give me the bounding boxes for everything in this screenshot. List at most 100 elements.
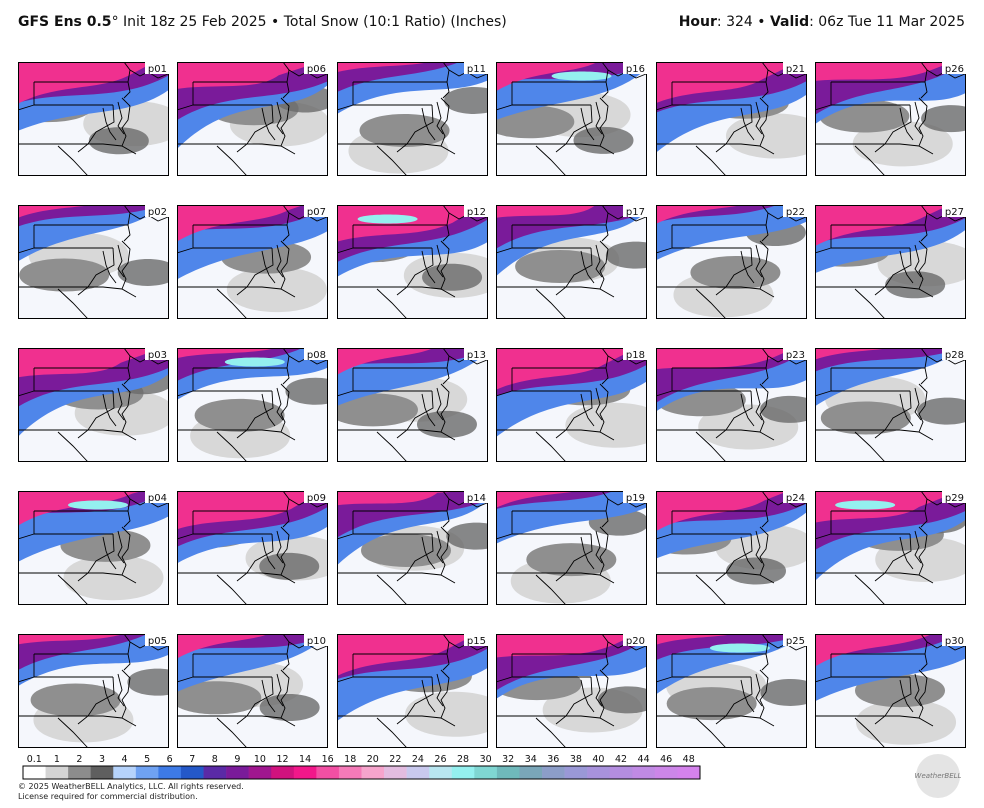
- colorbar-tick-label: 16: [322, 754, 334, 765]
- state-line: [496, 676, 513, 683]
- panel-frame: [815, 634, 966, 748]
- light-snow: [259, 694, 320, 722]
- state-line: [436, 530, 444, 564]
- heavy-snow: [496, 205, 647, 249]
- state-line: [353, 367, 450, 385]
- very-heavy-snow: [337, 491, 469, 506]
- extreme-snow: [835, 500, 896, 510]
- state-line: [18, 429, 137, 441]
- member-label-bg: [942, 348, 966, 360]
- light-snow: [359, 113, 450, 147]
- panel-frame: [18, 348, 169, 462]
- panel-frame: [177, 491, 328, 605]
- panel-frame: [815, 62, 966, 176]
- member-label: p07: [307, 207, 326, 218]
- member-label-bg: [304, 348, 328, 360]
- state-line: [918, 669, 928, 719]
- state-line: [854, 574, 886, 605]
- state-line: [899, 536, 914, 570]
- panel: p01: [18, 62, 169, 176]
- state-line: [436, 387, 444, 421]
- light-snow: [88, 127, 149, 155]
- state-line: [421, 250, 436, 284]
- light-snow: [526, 543, 617, 577]
- state-line: [34, 224, 131, 242]
- very-heavy-snow: [177, 348, 300, 359]
- state-line: [436, 101, 444, 135]
- state-line: [695, 288, 727, 319]
- colorbar-tick-label: 2: [76, 754, 82, 765]
- state-line: [914, 387, 922, 421]
- panel-frame: [18, 491, 169, 605]
- member-label-bg: [942, 62, 966, 74]
- panel-frame: [177, 205, 328, 319]
- heavy-snow: [656, 634, 807, 661]
- state-line: [695, 431, 727, 462]
- state-line: [261, 679, 276, 713]
- panel-frame: [337, 205, 488, 319]
- member-label-bg: [783, 491, 807, 503]
- light-snow: [921, 105, 966, 133]
- state-line: [337, 715, 456, 727]
- light-snow: [259, 552, 320, 580]
- state-line: [920, 348, 928, 369]
- colorbar-tick-label: 26: [434, 754, 446, 765]
- state-line: [535, 574, 567, 605]
- member-label-bg: [304, 62, 328, 74]
- state-line: [421, 107, 436, 141]
- panel: p07: [177, 205, 328, 319]
- colorbar-cell: [587, 766, 611, 779]
- colorbar-cell: [338, 766, 362, 779]
- panel: p16: [496, 62, 647, 176]
- state-line: [121, 383, 131, 433]
- panel: p25: [656, 634, 807, 748]
- state-line: [815, 390, 832, 397]
- panel-frame: [337, 491, 488, 605]
- state-line: [761, 634, 769, 655]
- light-snow: [405, 691, 488, 737]
- valid-label: Valid: [770, 14, 809, 30]
- state-line: [236, 247, 274, 296]
- colorbar-tick-label: 1: [54, 754, 60, 765]
- state-line: [815, 533, 832, 540]
- state-line: [442, 634, 450, 655]
- panel-frame: [177, 62, 328, 176]
- state-line: [177, 286, 296, 298]
- member-label: p25: [786, 636, 805, 647]
- state-line: [512, 224, 609, 242]
- state-line: [759, 97, 769, 147]
- state-line: [656, 429, 775, 441]
- state-line: [920, 205, 928, 226]
- state-line: [580, 250, 595, 284]
- panel: p12: [337, 205, 488, 319]
- state-line: [121, 669, 131, 719]
- panel: p11: [337, 62, 488, 176]
- very-heavy-snow: [177, 205, 304, 242]
- light-snow: [194, 398, 285, 432]
- colorbar-tick-label: 32: [502, 754, 514, 765]
- state-line: [177, 247, 194, 254]
- state-line: [282, 634, 290, 655]
- valid-value: : 06z Tue 11 Mar 2025: [809, 14, 965, 30]
- colorbar-cell: [677, 766, 701, 779]
- state-line: [261, 250, 276, 284]
- colorbar-tick-label: 3: [99, 754, 105, 765]
- state-line: [715, 390, 753, 439]
- colorbar-tick-label: 5: [144, 754, 150, 765]
- state-line: [599, 383, 609, 433]
- colorbar-cell: [158, 766, 182, 779]
- state-line: [353, 510, 450, 528]
- state-line: [815, 715, 934, 727]
- state-line: [440, 383, 450, 433]
- state-line: [920, 634, 928, 655]
- state-line: [236, 104, 274, 153]
- light-snow: [19, 258, 110, 292]
- state-line: [421, 393, 436, 427]
- member-label: p15: [467, 636, 486, 647]
- colorbar-cell: [474, 766, 498, 779]
- panel: p27: [815, 205, 966, 319]
- panel: p03: [18, 348, 169, 462]
- state-line: [874, 533, 912, 582]
- colorbar-tick-label: 44: [638, 754, 650, 765]
